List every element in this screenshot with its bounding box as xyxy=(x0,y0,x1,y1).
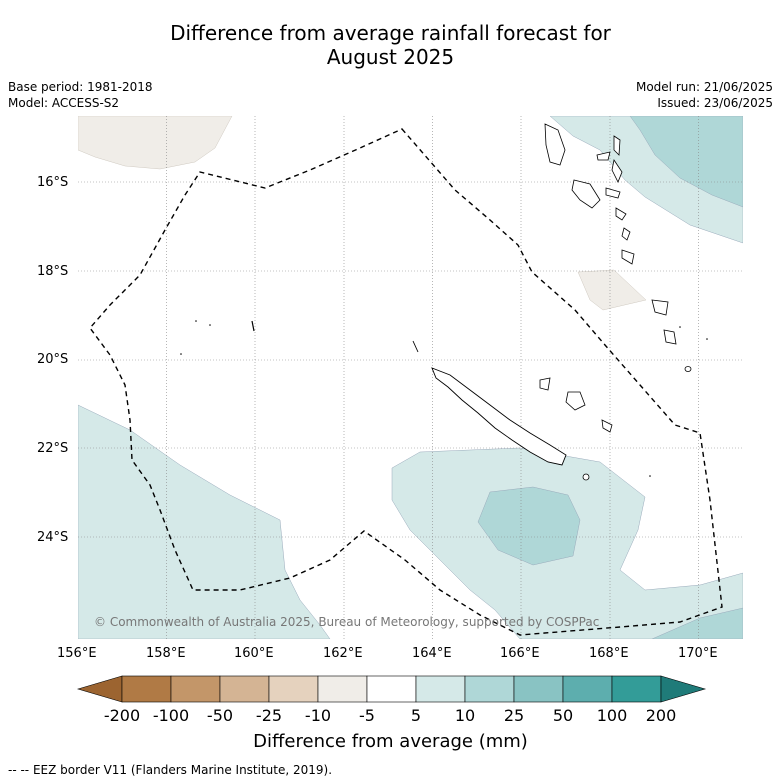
meta-right: Model run: 21/06/2025 Issued: 23/06/2025 xyxy=(636,79,773,111)
colorbar-segment-8 xyxy=(464,675,515,703)
lon-label-158e: 158°E xyxy=(146,646,186,661)
colorbar-title: Difference from average (mm) xyxy=(253,731,528,752)
gridlines xyxy=(78,116,743,639)
wet-anomaly-region-ne-inner xyxy=(629,116,743,208)
meta-left: Base period: 1981-2018 Model: ACCESS-S2 xyxy=(8,79,153,111)
colorbar-tick-m5: -5 xyxy=(359,706,375,725)
wet-anomaly-region-sw xyxy=(78,404,331,639)
colorbar-tick-10: 10 xyxy=(454,706,476,725)
colorbar-segment-1 xyxy=(121,675,172,703)
lat-label-20s: 20°S xyxy=(37,352,69,367)
issued-date: Issued: 23/06/2025 xyxy=(657,96,773,110)
chart-title-line1: Difference from average rainfall forecas… xyxy=(170,21,611,45)
lon-label-156e: 156°E xyxy=(57,646,97,661)
wet-anomaly-region-se-inner xyxy=(651,607,743,639)
colorbar-tick-m25: -25 xyxy=(255,706,283,725)
colorbar-tick-m100: -100 xyxy=(152,706,190,725)
lon-label-162e: 162°E xyxy=(323,646,363,661)
chart-title-line2: August 2025 xyxy=(326,45,455,69)
dry-anomaly-region-nw xyxy=(78,116,233,170)
lat-label-24s: 24°S xyxy=(37,530,69,545)
colorbar-tick-100: 100 xyxy=(596,706,628,725)
colorbar-tick-50: 50 xyxy=(552,706,574,725)
colorbar xyxy=(76,675,707,703)
lon-label-170e: 170°E xyxy=(678,646,718,661)
colorbar-segment-10 xyxy=(562,675,613,703)
colorbar-extend-high xyxy=(660,675,707,703)
colorbar-tick-m10: -10 xyxy=(304,706,332,725)
lat-label-22s: 22°S xyxy=(37,441,69,456)
colorbar-tick-5: 5 xyxy=(410,706,422,725)
colorbar-segment-6 xyxy=(366,675,417,703)
colorbar-segment-4 xyxy=(268,675,319,703)
lon-label-164e: 164°E xyxy=(412,646,452,661)
eez-border xyxy=(89,128,723,636)
colorbar-tick-25: 25 xyxy=(503,706,525,725)
colorbar-segment-2 xyxy=(170,675,221,703)
lat-label-18s: 18°S xyxy=(37,264,69,279)
colorbar-segment-3 xyxy=(219,675,270,703)
colorbar-extend-low xyxy=(76,675,123,703)
eez-footnote: -- -- EEZ border V11 (Flanders Marine In… xyxy=(8,763,333,777)
model-name: Model: ACCESS-S2 xyxy=(8,96,120,110)
colorbar-segment-5 xyxy=(317,675,368,703)
vanuatu-islands xyxy=(544,123,566,166)
colorbar-segment-11 xyxy=(611,675,662,703)
wet-anomaly-region-s-inner xyxy=(477,486,581,566)
lat-label-16s: 16°S xyxy=(37,175,69,190)
colorbar-tick-m50: -50 xyxy=(206,706,234,725)
lon-label-166e: 166°E xyxy=(500,646,540,661)
new-caledonia-island xyxy=(431,367,567,466)
colorbar-segment-7 xyxy=(415,675,466,703)
colorbar-tick-200: 200 xyxy=(645,706,677,725)
base-period: Base period: 1981-2018 xyxy=(8,80,153,94)
colorbar-segment-9 xyxy=(513,675,564,703)
lon-label-160e: 160°E xyxy=(234,646,274,661)
model-run: Model run: 21/06/2025 xyxy=(635,80,773,94)
dry-anomaly-region-e xyxy=(577,269,647,311)
copyright-notice: © Commonwealth of Australia 2025, Bureau… xyxy=(94,615,600,629)
colorbar-tick-m200: -200 xyxy=(103,706,141,725)
lon-label-168e: 168°E xyxy=(589,646,629,661)
